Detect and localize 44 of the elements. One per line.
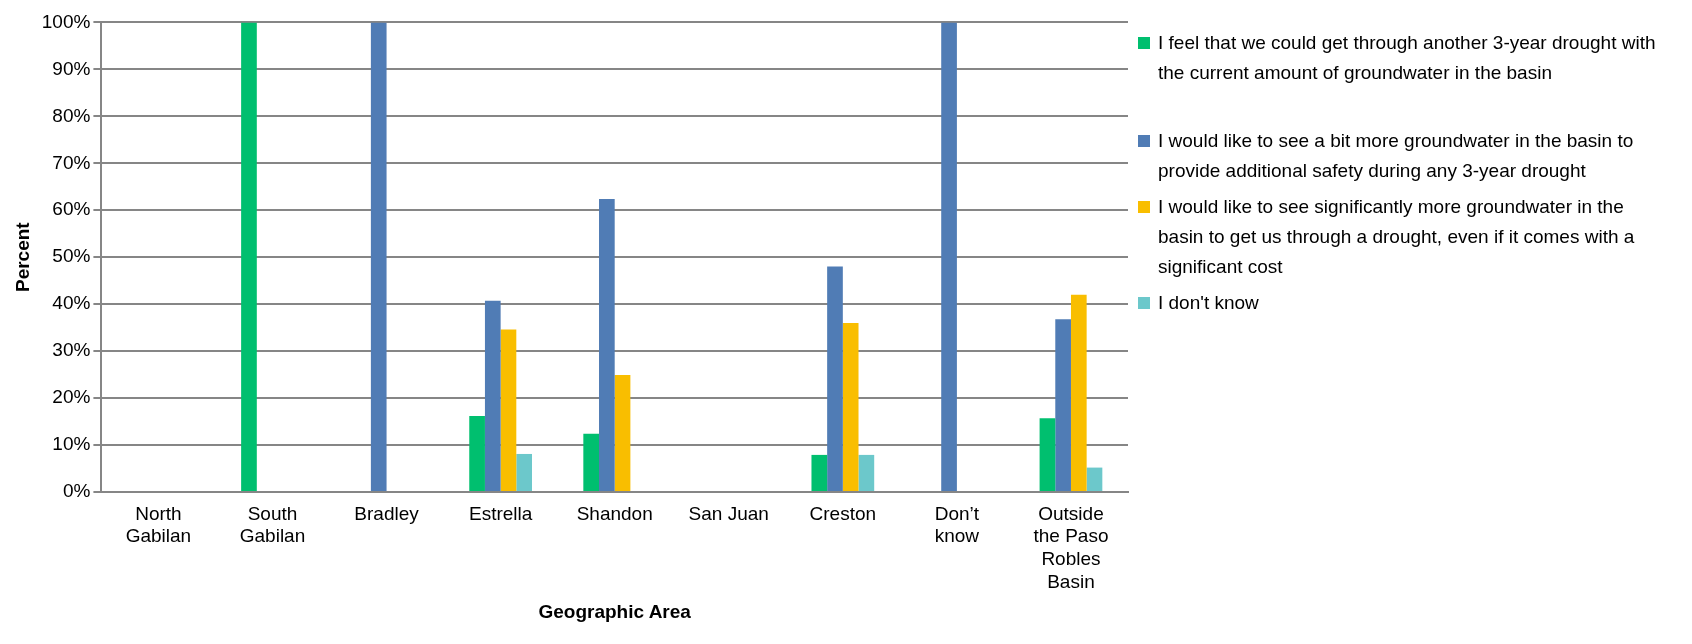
bar [1086,467,1103,491]
y-tick-label: 0% [62,480,91,502]
x-tick-label: North Gabilan [125,502,192,547]
x-tick-label: Bradley [354,502,420,524]
y-tick-label: 90% [52,57,91,79]
y-tick-label: 60% [52,198,91,220]
x-tick-label: San Juan [688,502,769,524]
x-tick-label: Estrella [468,502,533,524]
x-tick-label: Shandon [576,502,653,524]
y-tick-label: 70% [52,151,91,173]
bar [599,198,615,491]
legend-label: I would like to see a bit more groundwater in the basin to provide additional safety during any 3-year drought [1158,129,1635,183]
y-tick-label: 50% [52,245,91,267]
bar [469,415,485,491]
bar [614,375,631,491]
x-tick-label: Outside the Paso Robles Basin [1033,502,1109,593]
legend-label: I would like to see significantly more groundwater in the basin to get us through a drought, even if it comes with a significant cost [1158,195,1636,279]
legend-label: I feel that we could get through another 3-year drought with the current amount of groundwater in the basin [1158,31,1657,85]
y-tick-label: 30% [52,339,91,361]
bar [241,22,257,491]
bar [500,329,517,491]
bar [1055,319,1071,491]
bar [1039,418,1056,491]
y-tick-label: 80% [52,104,91,126]
bar [941,22,957,491]
bar [484,300,501,491]
bar [1070,294,1087,491]
bar [583,433,600,491]
bar [811,454,828,491]
y-tick-label: 20% [52,386,91,408]
legend-label: I don't know [1158,291,1259,315]
x-tick-label: Creston [809,502,877,524]
bar [842,322,859,491]
bar [370,22,387,491]
y-tick-label: 40% [52,292,91,314]
bar [858,454,875,491]
bar [827,266,843,491]
y-tick-label: 100% [41,10,91,32]
bar [516,453,532,491]
y-tick-label: 10% [52,433,91,455]
x-tick-label: Don’t know [934,502,980,547]
x-tick-label: South Gabilan [239,502,306,547]
x-axis-title: Geographic Area [538,600,692,622]
y-axis-title: Percent [11,221,33,293]
